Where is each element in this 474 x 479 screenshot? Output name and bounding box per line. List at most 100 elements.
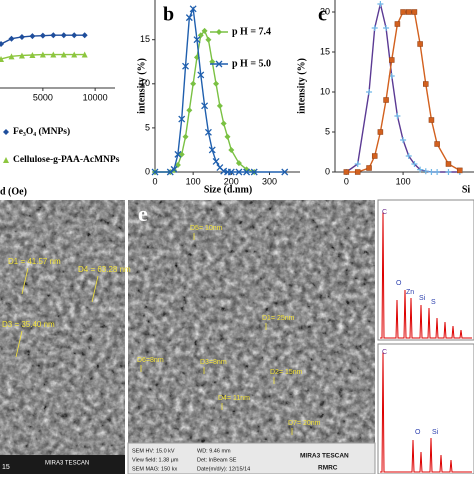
edx-spectrum bbox=[380, 211, 472, 339]
x-axis-label: Si bbox=[462, 184, 471, 195]
marker bbox=[0, 41, 5, 47]
sem-info-text: Date(m/d/y): 12/15/14 bbox=[197, 466, 250, 472]
marker bbox=[71, 51, 78, 58]
marker bbox=[434, 169, 441, 175]
marker bbox=[428, 117, 435, 123]
marker bbox=[205, 36, 212, 43]
marker bbox=[81, 32, 88, 39]
marker bbox=[50, 32, 57, 39]
size-label: D4 = 63.28 nm bbox=[78, 265, 131, 274]
panel-label: b bbox=[163, 4, 174, 26]
marker bbox=[366, 165, 372, 171]
marker bbox=[201, 27, 208, 34]
size-label: D3 = 35.40 nm bbox=[2, 320, 55, 329]
marker bbox=[400, 9, 406, 15]
size-label: D5= 10nm bbox=[190, 225, 223, 232]
marker bbox=[209, 58, 216, 65]
marker bbox=[354, 169, 361, 175]
marker bbox=[216, 29, 222, 35]
axis-frame bbox=[334, 0, 474, 173]
size-label: D3=8nm bbox=[200, 359, 227, 366]
marker bbox=[50, 51, 57, 58]
marker bbox=[235, 168, 243, 176]
marker bbox=[224, 133, 231, 140]
marker bbox=[411, 9, 418, 15]
y-tick-label: 15 bbox=[140, 34, 150, 44]
marker bbox=[434, 141, 440, 147]
edx-element-label: S bbox=[431, 299, 436, 306]
marker bbox=[60, 32, 67, 39]
marker bbox=[201, 102, 209, 110]
marker bbox=[423, 81, 429, 87]
size-label: D1 = 41.57 nm bbox=[8, 257, 61, 266]
marker bbox=[208, 146, 216, 154]
panel-label: c bbox=[318, 4, 327, 26]
y-tick-label: 10 bbox=[320, 86, 330, 96]
edx-spectrum bbox=[380, 351, 472, 473]
marker bbox=[166, 168, 174, 176]
edx-element-label: C bbox=[382, 349, 387, 356]
marker bbox=[216, 102, 223, 109]
measure-line bbox=[21, 267, 29, 295]
marker bbox=[189, 5, 197, 13]
series-line bbox=[345, 3, 460, 173]
x-tick-label: 200 bbox=[224, 176, 239, 186]
sem-footer-text: 15 bbox=[2, 464, 10, 471]
edx-element-label: Si bbox=[419, 295, 426, 302]
size-label: D2= 15nm bbox=[270, 369, 303, 376]
size-label: D7= 20nm bbox=[288, 420, 321, 427]
marker bbox=[190, 80, 197, 87]
marker bbox=[394, 21, 401, 27]
marker bbox=[18, 33, 25, 40]
marker bbox=[220, 120, 227, 127]
marker bbox=[383, 25, 390, 31]
legend-label: p H = 7.4 bbox=[232, 26, 271, 37]
marker bbox=[3, 129, 9, 135]
marker bbox=[213, 80, 220, 87]
marker bbox=[182, 62, 189, 70]
marker bbox=[445, 161, 452, 167]
panel-label: e bbox=[138, 201, 148, 226]
marker bbox=[186, 107, 193, 114]
size-label: D4= 11nm bbox=[218, 395, 250, 402]
marker bbox=[174, 150, 182, 158]
y-axis-label: intensity (%) bbox=[136, 58, 147, 114]
marker bbox=[71, 32, 78, 39]
marker bbox=[243, 168, 251, 176]
marker bbox=[18, 52, 25, 59]
marker bbox=[417, 166, 424, 173]
marker bbox=[388, 57, 395, 63]
marker bbox=[371, 25, 378, 31]
edx-element-label: Zn bbox=[406, 289, 414, 296]
sem-texture bbox=[0, 200, 125, 455]
marker bbox=[371, 153, 378, 159]
sem-info-text: SEM MAG: 150 kx bbox=[132, 466, 177, 472]
measure-line bbox=[91, 275, 99, 303]
marker bbox=[39, 51, 46, 58]
axis-frame bbox=[154, 0, 300, 173]
sem-footer-text: MIRA3 TESCAN bbox=[45, 461, 89, 467]
marker bbox=[343, 169, 350, 175]
sem-info-text: View field: 1.38 μm bbox=[132, 457, 179, 463]
marker bbox=[215, 60, 223, 68]
marker bbox=[354, 161, 361, 167]
x-tick-label: 0 bbox=[152, 176, 157, 186]
marker bbox=[212, 157, 220, 165]
y-tick-label: 5 bbox=[325, 126, 330, 136]
marker bbox=[193, 36, 201, 44]
marker bbox=[406, 9, 412, 15]
series-line bbox=[155, 6, 285, 173]
marker bbox=[3, 157, 9, 163]
size-label: D1= 25nm bbox=[262, 315, 295, 322]
marker bbox=[29, 52, 36, 58]
marker bbox=[227, 168, 235, 176]
marker bbox=[204, 128, 212, 136]
x-tick-label: 0 bbox=[344, 176, 349, 186]
marker bbox=[197, 71, 205, 79]
sem-info-bar bbox=[127, 442, 376, 475]
marker bbox=[0, 55, 5, 62]
marker bbox=[422, 168, 429, 175]
x-axis-label: d (Oe) bbox=[0, 186, 27, 197]
